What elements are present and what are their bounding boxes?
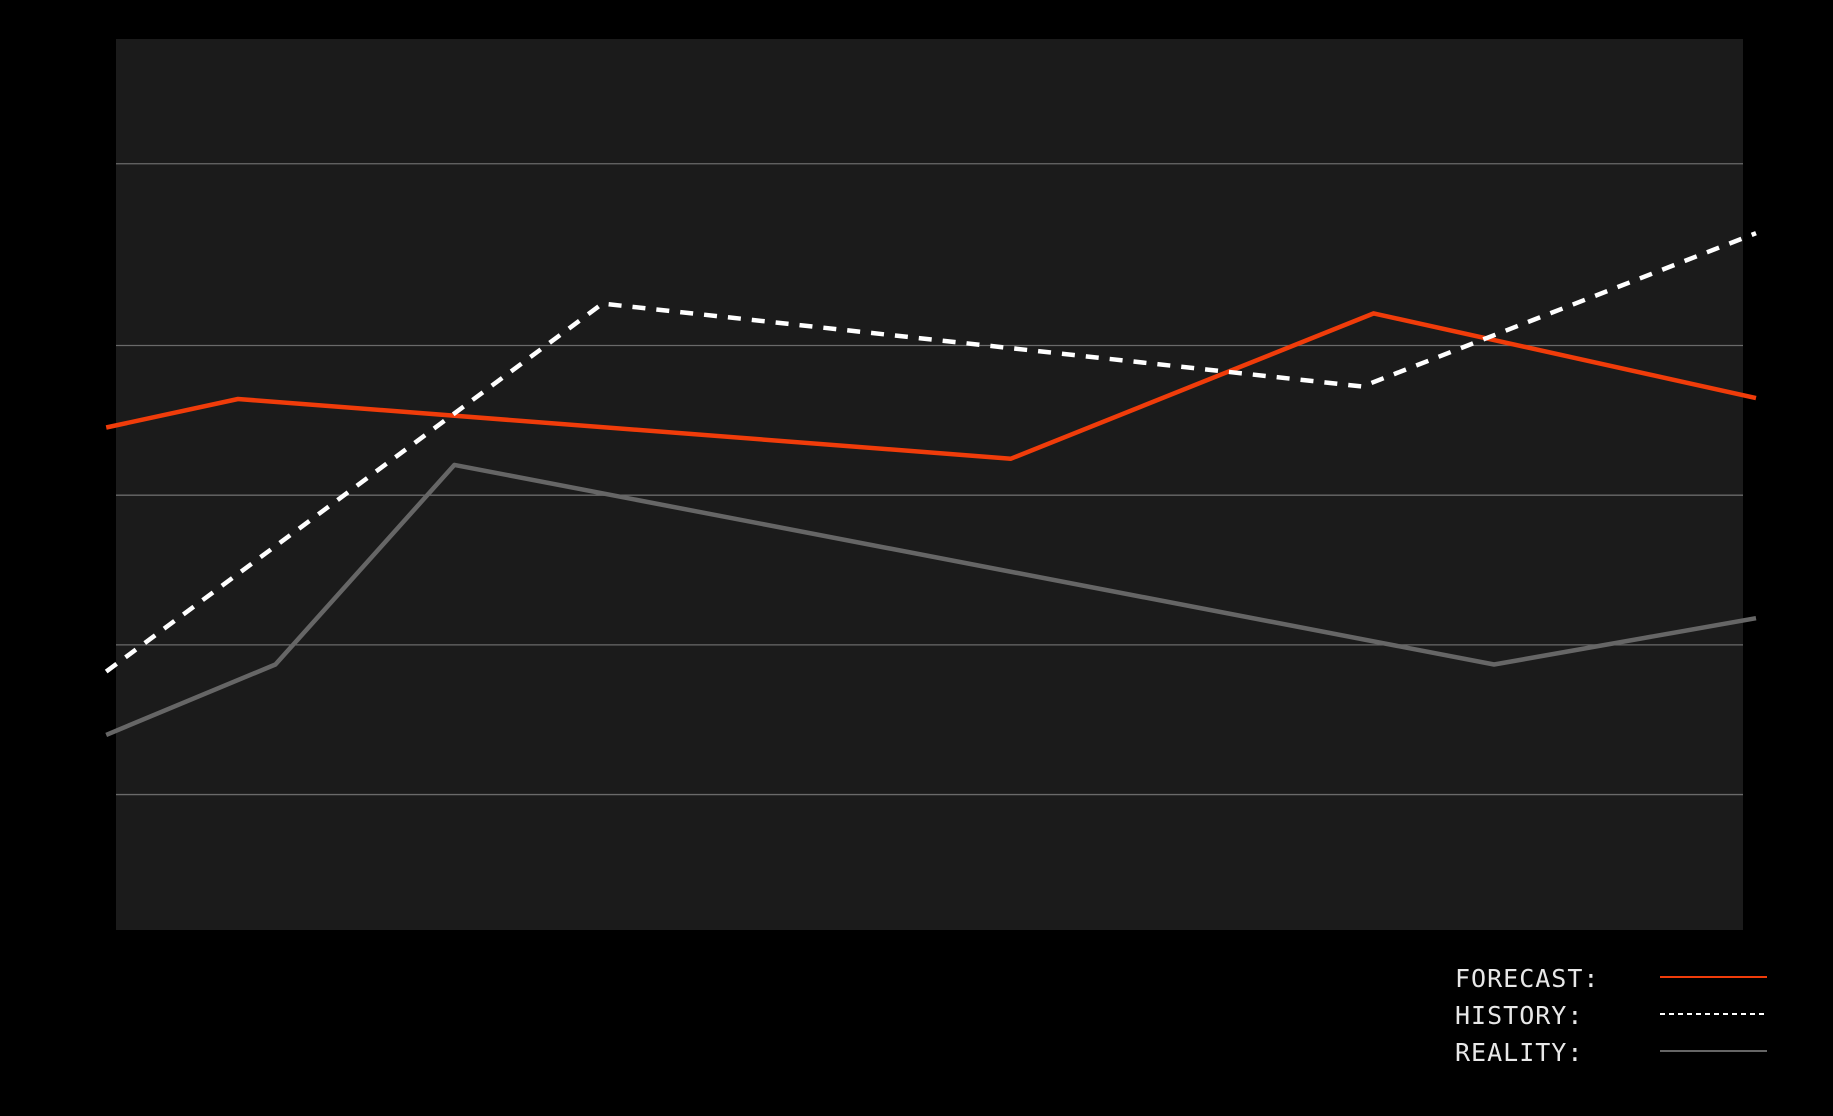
plot-area <box>116 39 1743 930</box>
series-line <box>105 462 1757 737</box>
legend-label: REALITY: <box>1455 1038 1583 1067</box>
legend-label: HISTORY: <box>1455 1001 1583 1030</box>
series-line <box>105 311 1757 461</box>
legend-label: FORECAST: <box>1455 964 1599 993</box>
series-line <box>104 231 1757 674</box>
